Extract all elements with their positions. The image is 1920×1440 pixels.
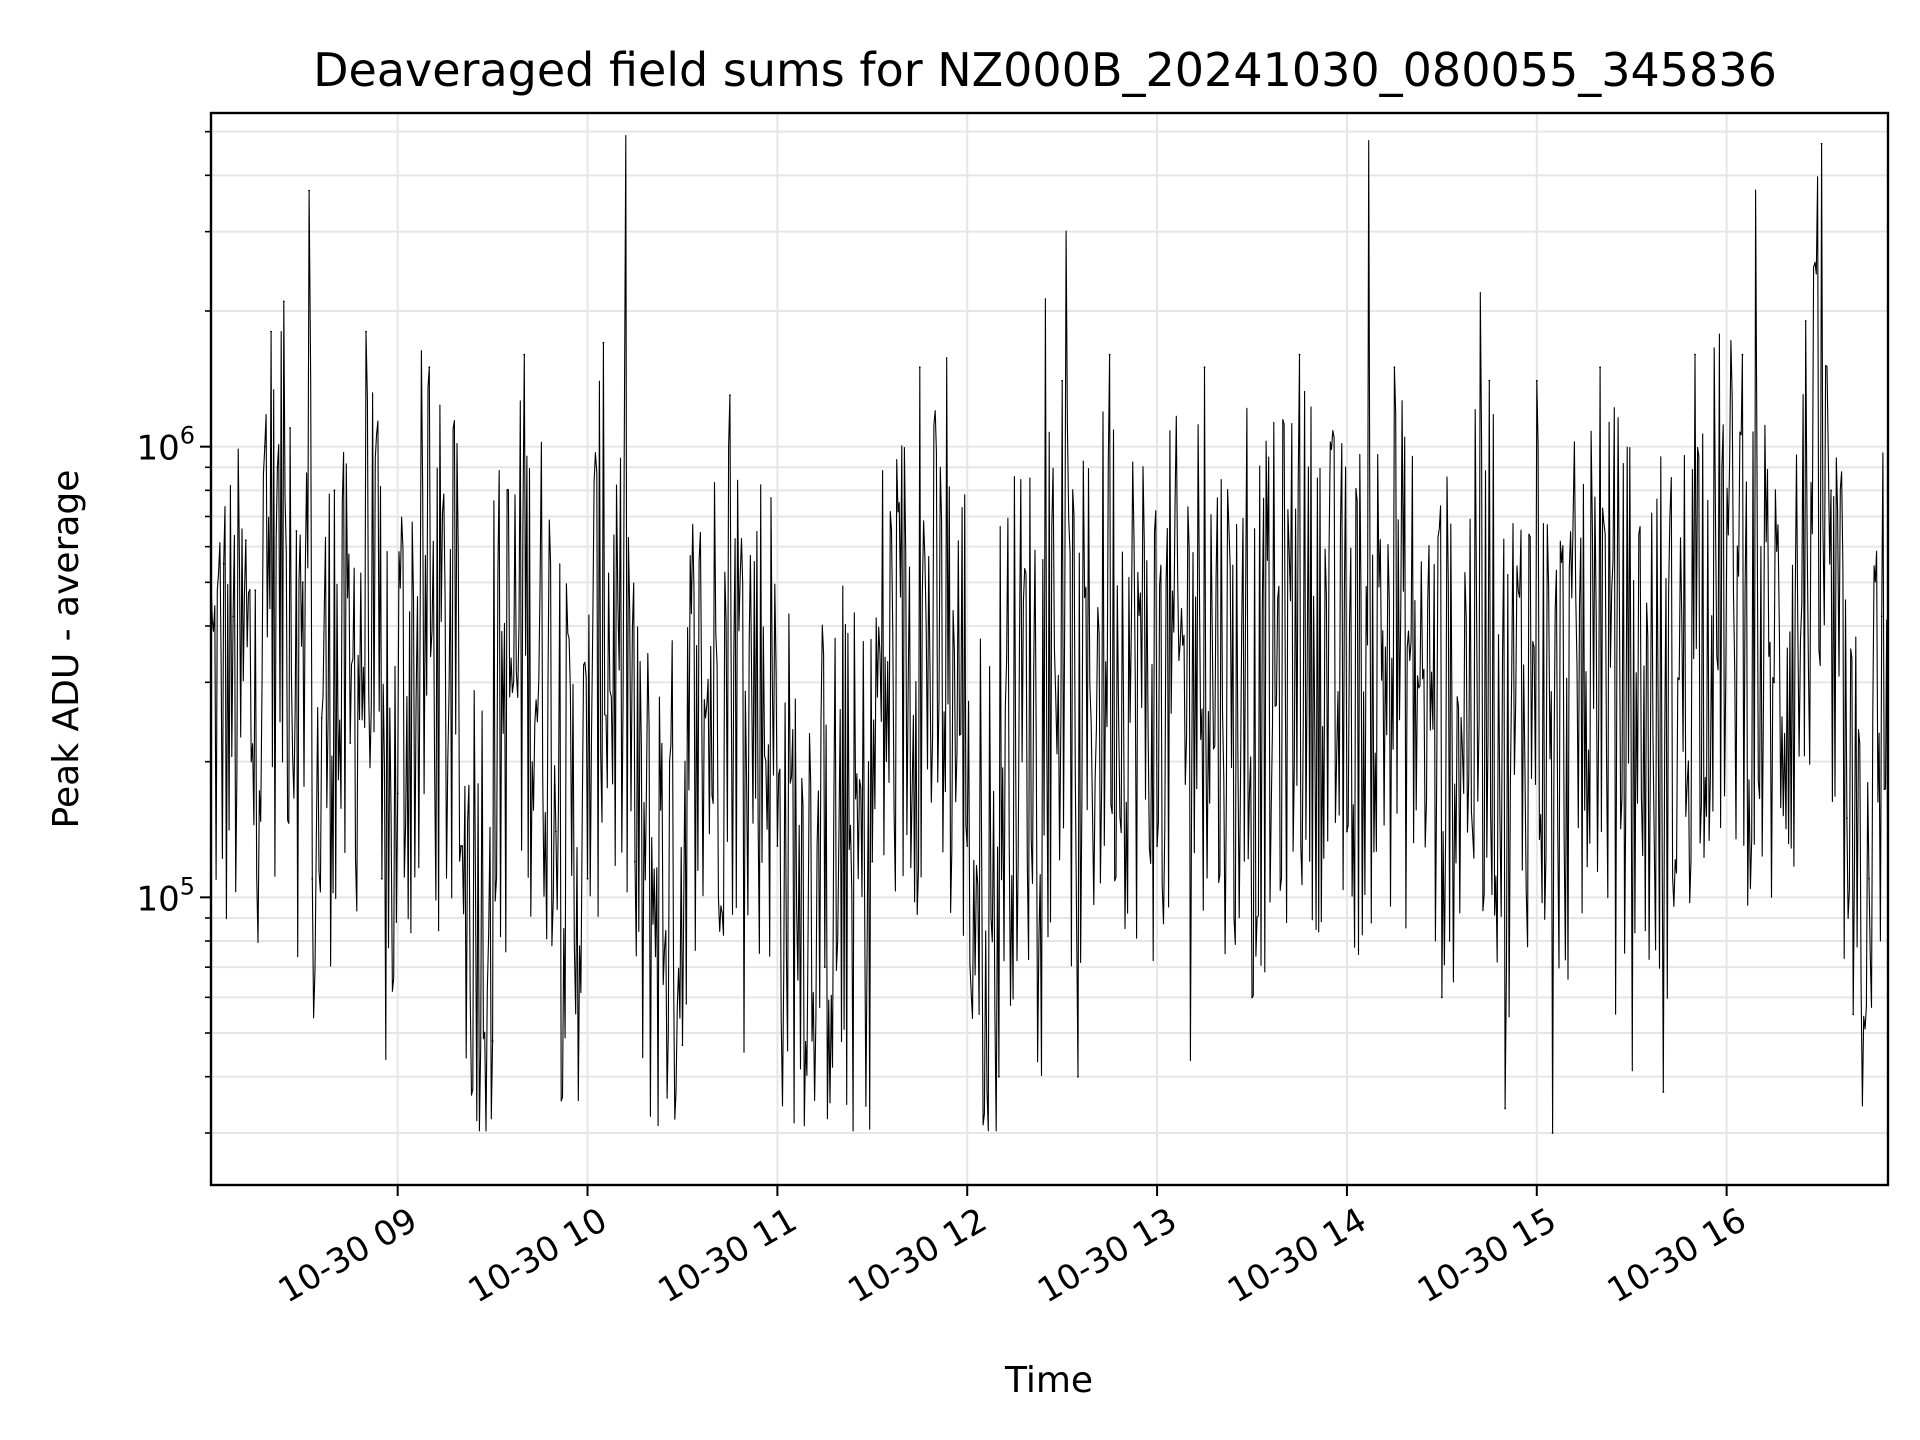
data-point — [295, 530, 298, 532]
x-tick-label: 10-30 13 — [1031, 1200, 1183, 1311]
data-point — [289, 427, 292, 429]
data-point — [1820, 142, 1823, 145]
y-axis-label: Peak ADU - average — [46, 470, 87, 829]
data-point — [1599, 366, 1601, 369]
data-point — [282, 300, 285, 303]
data-point — [1203, 366, 1206, 369]
data-point — [491, 1040, 494, 1042]
data-point — [1852, 1013, 1855, 1016]
data-point — [1156, 845, 1158, 847]
x-tick-label: 10-30 11 — [651, 1200, 803, 1311]
x-axis-label: Time — [1004, 1360, 1093, 1401]
data-point — [254, 589, 257, 592]
plot-frame — [209, 111, 1890, 1187]
data-point — [244, 539, 247, 542]
data-point — [1535, 379, 1538, 382]
data-point — [1880, 615, 1883, 618]
data-point — [1741, 353, 1744, 356]
x-tick-label: 10-30 15 — [1411, 1200, 1563, 1311]
data-point — [1346, 830, 1348, 833]
data-point — [1773, 681, 1775, 684]
data-point — [871, 860, 874, 863]
data-point — [918, 366, 921, 369]
data-point — [311, 877, 314, 880]
data-point — [349, 742, 352, 744]
data-point — [997, 1075, 1000, 1078]
y-axis-ticks: 105 106 — [136, 130, 211, 1134]
data-point — [308, 189, 310, 192]
x-tick-label: 10-30 14 — [1221, 1200, 1373, 1311]
x-axis-ticks: 10-30 09 10-30 10 10-30 11 10-30 12 10-30 13… — [272, 1185, 1753, 1311]
data-point — [301, 581, 304, 584]
data-point — [396, 792, 399, 795]
data-point — [586, 877, 589, 880]
data-point — [460, 845, 462, 847]
data-point — [1488, 379, 1491, 382]
data-point — [1694, 353, 1696, 356]
data-point — [523, 353, 526, 356]
y-tick-label: 106 — [136, 422, 195, 469]
data-point — [1830, 489, 1832, 492]
data-point — [1251, 996, 1253, 999]
data-point — [1440, 996, 1443, 999]
data-point — [320, 717, 323, 719]
data-point — [776, 845, 779, 847]
data-point — [1061, 379, 1064, 382]
data-point — [333, 489, 336, 492]
data-point — [1845, 817, 1848, 819]
data-point — [1077, 1075, 1079, 1078]
data-point — [602, 341, 605, 344]
x-tick-label: 10-30 16 — [1601, 1200, 1753, 1311]
data-point — [1804, 320, 1807, 322]
data-point — [232, 615, 235, 618]
data-point — [270, 330, 273, 333]
x-tick-label: 10-30 12 — [841, 1200, 993, 1311]
data-point — [1393, 366, 1396, 369]
data-point — [1298, 353, 1301, 356]
data-point — [681, 1044, 684, 1047]
data-point — [966, 845, 969, 847]
data-point — [263, 445, 266, 448]
data-point — [428, 366, 431, 369]
data-point — [1551, 1132, 1554, 1134]
data-point — [1662, 1091, 1665, 1093]
data-point — [554, 830, 557, 833]
data-point — [222, 562, 225, 565]
data-point — [1868, 877, 1870, 880]
data-point — [365, 330, 367, 333]
data-point — [1504, 1107, 1507, 1110]
data-point — [1108, 353, 1111, 356]
chart-title: Deaveraged field sums for NZ000B_2024103… — [313, 43, 1777, 97]
y-tick-label: 105 — [136, 872, 195, 919]
data-point — [380, 877, 383, 880]
series-line — [210, 134, 1889, 1134]
data-point — [276, 466, 279, 469]
x-tick-label: 10-30 10 — [462, 1200, 614, 1311]
data-point — [823, 966, 826, 969]
data-point — [634, 860, 636, 863]
series-line-layer — [210, 134, 1889, 1134]
data-point — [729, 394, 731, 397]
x-tick-label: 10-30 09 — [272, 1200, 424, 1311]
